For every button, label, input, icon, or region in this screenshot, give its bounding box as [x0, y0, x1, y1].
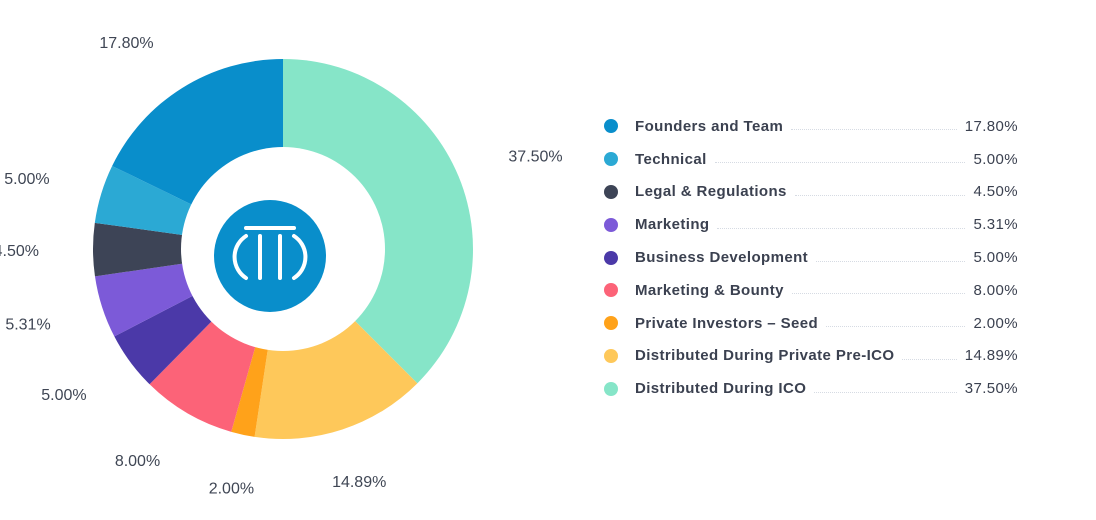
slice-data-label: 4.50%: [0, 243, 39, 260]
legend-value: 37.50%: [964, 380, 1018, 398]
legend-value: 5.00%: [973, 150, 1018, 168]
legend-label: Distributed During Private Pre-ICO: [635, 347, 895, 365]
legend-leader-line: [717, 227, 966, 229]
slice-data-label: 5.00%: [4, 171, 49, 188]
legend-value: 14.89%: [964, 347, 1018, 365]
legend-item: Technical 5.00%: [604, 143, 1018, 176]
logo-icon: [232, 226, 308, 280]
legend-dot: [604, 316, 618, 331]
legend-dot: [604, 152, 618, 167]
slice-data-label: 37.50%: [508, 149, 562, 166]
legend-label: Business Development: [635, 249, 809, 267]
legend-item: Legal & Regulations 4.50%: [604, 176, 1018, 209]
slice-data-label: 8.00%: [115, 453, 160, 470]
legend-label: Technical: [635, 150, 707, 168]
legend-leader-line: [826, 325, 966, 328]
legend-value: 4.50%: [973, 183, 1018, 201]
center-logo-circle: [214, 200, 326, 312]
legend-label: Founders and Team: [635, 117, 784, 135]
legend-leader-line: [791, 292, 966, 295]
legend-dot: [604, 283, 618, 298]
legend-item: Business Development 5.00%: [604, 241, 1018, 274]
slice-data-label: 14.89%: [332, 474, 386, 491]
legend-item: Private Investors – Seed 2.00%: [604, 307, 1018, 340]
legend-dot: [604, 348, 618, 363]
legend-value: 2.00%: [973, 314, 1018, 332]
legend-dot: [604, 119, 618, 134]
legend-leader-line: [816, 260, 966, 262]
legend-item: Distributed During ICO 37.50%: [604, 372, 1018, 405]
slice-data-label: 17.80%: [99, 35, 153, 52]
legend-label: Legal & Regulations: [635, 183, 787, 201]
legend-leader-line: [814, 391, 957, 393]
legend-dot: [604, 184, 618, 199]
legend-leader-line: [794, 194, 966, 196]
legend-value: 8.00%: [973, 281, 1018, 299]
legend-item: Distributed During Private Pre-ICO 14.89…: [604, 340, 1018, 373]
legend-dot: [604, 217, 618, 232]
legend: Founders and Team 17.80% Technical 5.00%…: [604, 110, 1018, 405]
legend-leader-line: [791, 128, 957, 131]
center-logo: [214, 200, 326, 312]
legend-item: Marketing & Bounty 8.00%: [604, 274, 1018, 307]
legend-item: Founders and Team 17.80%: [604, 110, 1018, 143]
legend-label: Marketing & Bounty: [635, 281, 784, 299]
legend-value: 17.80%: [964, 117, 1018, 135]
slice-data-label: 5.31%: [5, 317, 50, 334]
legend-label: Marketing: [635, 216, 710, 234]
legend-value: 5.00%: [973, 249, 1018, 267]
legend-leader-line: [714, 161, 966, 164]
slice-data-label: 5.00%: [41, 387, 86, 404]
legend-label: Private Investors – Seed: [635, 314, 819, 332]
legend-leader-line: [902, 358, 957, 360]
legend-label: Distributed During ICO: [635, 380, 807, 398]
legend-value: 5.31%: [973, 216, 1018, 234]
slice-labels: 37.50% 14.89% 2.00% 8.00% 5.00% 5.31% 4.50% 5.0…: [0, 35, 563, 497]
legend-item: Marketing 5.31%: [604, 208, 1018, 241]
legend-dot: [604, 381, 618, 396]
legend-dot: [604, 250, 618, 265]
slice-data-label: 2.00%: [209, 481, 254, 498]
